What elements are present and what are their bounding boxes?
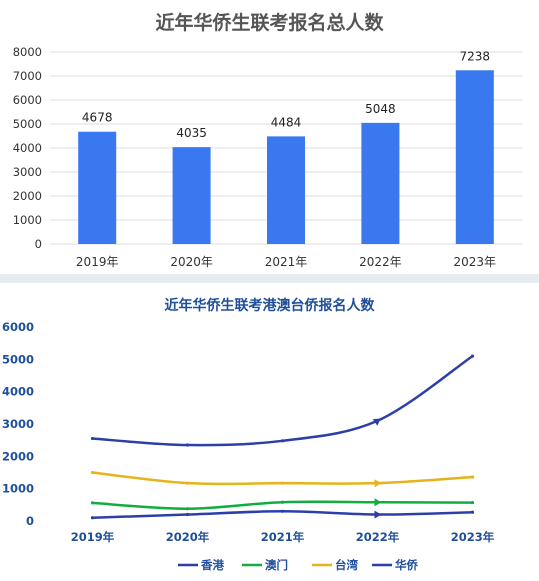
series-point (280, 439, 285, 443)
region-applicants-line-chart: 0 1000 2000 3000 4000 5000 6000 2019年 2020年 2021年… (2, 320, 495, 572)
series-point (470, 510, 475, 514)
bar-x-tick-label: 2022年 (359, 255, 402, 269)
series-point (185, 481, 190, 485)
bar-x-tick-label: 2021年 (265, 255, 308, 269)
bar (361, 122, 400, 244)
line-y-tick-label: 4000 (2, 385, 34, 399)
series-point (280, 500, 285, 504)
total-chart-title: 近年华侨生联考报名总人数 (155, 12, 384, 34)
bar (455, 70, 494, 245)
series-line (92, 355, 474, 447)
line-x-tick-label: 2020年 (166, 530, 210, 544)
line-x-tick-label: 2023年 (451, 530, 495, 544)
series-point (185, 512, 190, 517)
series-arrow-marker (374, 510, 382, 519)
line-y-tick-label: 2000 (2, 449, 34, 463)
series-point (90, 436, 95, 441)
series-point (185, 443, 190, 447)
bar (172, 147, 211, 244)
series-point (470, 354, 475, 358)
bar-y-tick-label: 6000 (13, 93, 42, 107)
series-point (90, 516, 95, 520)
series-arrow-marker (374, 479, 382, 488)
series-point (280, 509, 285, 513)
bar-y-tick-label: 0 (35, 237, 42, 251)
bar-y-tick-label: 8000 (13, 45, 42, 59)
line-y-tick-label: 5000 (2, 352, 34, 366)
bar-data-label: 4484 (271, 115, 302, 129)
legend-label: 香港 (200, 558, 224, 572)
bar-x-tick-label: 2020年 (170, 255, 213, 269)
series-point (280, 481, 285, 485)
line-x-tick-label: 2022年 (356, 530, 400, 544)
line-y-tick-label: 3000 (2, 417, 34, 431)
bar-x-tick-label: 2023年 (454, 255, 497, 269)
bar-data-label: 7238 (460, 49, 491, 63)
bar-x-tick-label: 2019年 (76, 255, 119, 269)
bar-y-tick-label: 2000 (13, 189, 42, 203)
line-x-tick-label: 2021年 (261, 530, 305, 544)
legend-label: 华侨 (395, 558, 418, 572)
series-arrow-marker (372, 418, 381, 426)
bar-y-tick-label: 5000 (13, 117, 42, 131)
bar-y-tick-label: 7000 (13, 69, 42, 83)
series-point (470, 500, 475, 505)
series-point (90, 501, 95, 505)
line-y-tick-label: 1000 (2, 482, 34, 496)
region-chart-title: 近年华侨生联考港澳台侨报名人数 (164, 298, 375, 314)
legend-label: 台湾 (335, 558, 358, 572)
bar-data-label: 4035 (176, 126, 207, 140)
bar-y-tick-label: 4000 (13, 141, 42, 155)
legend-label: 澳门 (265, 558, 288, 572)
series-point (185, 507, 190, 511)
line-y-tick-label: 0 (26, 514, 34, 528)
series-arrow-marker (374, 498, 382, 507)
bar-y-tick-label: 3000 (13, 165, 42, 179)
line-y-tick-label: 6000 (2, 320, 34, 334)
total-applicants-chart-panel: 近年华侨生联考报名总人数 0 1000 2000 3000 4000 5000 6000 70… (0, 0, 539, 274)
bar-data-label: 4678 (82, 111, 113, 125)
series-point (90, 470, 95, 475)
region-applicants-chart-panel: 近年华侨生联考港澳台侨报名人数 0 1000 2000 3000 4000 5000 600… (0, 283, 539, 581)
line-x-tick-label: 2019年 (71, 530, 115, 544)
bar (78, 131, 117, 244)
bar-data-label: 5048 (365, 102, 396, 116)
series-point (470, 475, 475, 479)
total-applicants-bar-chart: 0 1000 2000 3000 4000 5000 6000 7000 8000 4678 201… (13, 45, 522, 269)
bar (267, 136, 305, 244)
bar-y-tick-label: 1000 (13, 213, 42, 227)
